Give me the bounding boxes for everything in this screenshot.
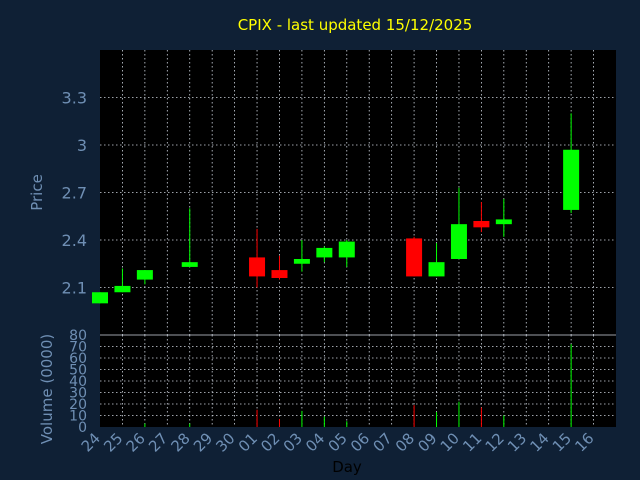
volume-plot-area bbox=[100, 335, 616, 427]
candle-body bbox=[92, 292, 108, 304]
x-tick-labels: 2425262728293001020304050607080910111213… bbox=[78, 429, 598, 455]
candle-body bbox=[271, 270, 288, 278]
price-tick-label: 3.3 bbox=[62, 89, 87, 108]
price-plot-area bbox=[100, 50, 616, 335]
candle-body bbox=[450, 224, 467, 259]
candle-body bbox=[338, 241, 355, 258]
volume-tick-label: 30 bbox=[69, 386, 87, 402]
candle-body bbox=[563, 149, 580, 210]
volume-tick-label: 50 bbox=[69, 363, 87, 379]
volume-tick-label: 20 bbox=[69, 397, 87, 413]
volume-axis-label: Volume (0000) bbox=[38, 334, 56, 444]
price-tick-label: 3 bbox=[77, 136, 87, 155]
price-tick-labels: 2.1 2.4 2.7 3 3.3 bbox=[62, 89, 87, 298]
chart-title: CPIX - last updated 15/12/2025 bbox=[238, 16, 473, 34]
candle-body bbox=[473, 221, 490, 228]
candle-body bbox=[136, 270, 153, 280]
price-tick-label: 2.1 bbox=[62, 279, 87, 298]
candle-body bbox=[406, 238, 423, 277]
volume-tick-label: 60 bbox=[69, 351, 87, 367]
candle-body bbox=[495, 219, 512, 225]
volume-tick-label: 40 bbox=[69, 374, 87, 390]
candle-body bbox=[181, 262, 198, 267]
volume-tick-label: 80 bbox=[69, 328, 87, 344]
candle-body bbox=[114, 285, 131, 293]
x-tick-label: 16 bbox=[571, 429, 597, 455]
candles bbox=[92, 113, 580, 304]
price-tick-label: 2.7 bbox=[62, 184, 87, 203]
y-axis-label: Price bbox=[28, 174, 46, 211]
candle-body bbox=[428, 262, 445, 277]
candle-body bbox=[316, 247, 333, 258]
candle-body bbox=[293, 259, 310, 264]
volume-bars bbox=[144, 344, 572, 427]
x-axis-label: Day bbox=[332, 458, 362, 476]
price-tick-label: 2.4 bbox=[62, 231, 87, 250]
volume-tick-label: 10 bbox=[69, 409, 87, 425]
volume-tick-label: 70 bbox=[69, 340, 87, 356]
volume-tick-label: 0 bbox=[78, 420, 87, 436]
candle-body bbox=[249, 257, 266, 277]
